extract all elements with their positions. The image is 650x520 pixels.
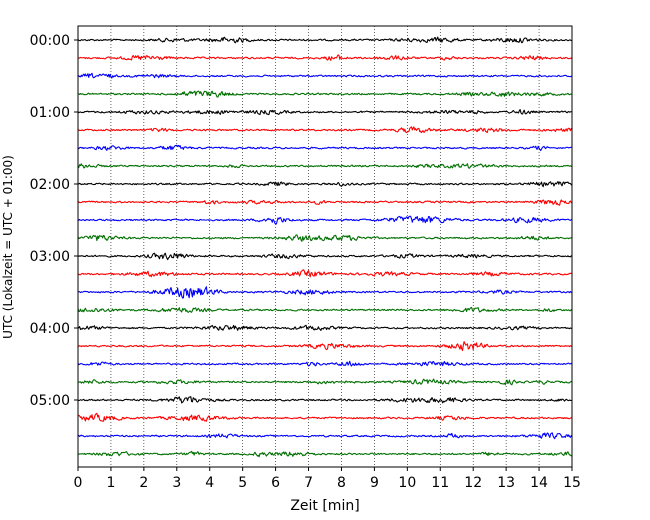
x-tick-label: 8 <box>337 475 346 491</box>
trace-line <box>77 432 573 440</box>
trace-line <box>77 109 573 116</box>
x-tick-label: 4 <box>205 475 214 491</box>
x-axis-ticks: 0 1 2 3 4 5 6 7 8 9 10 11 12 13 14 15 <box>74 467 581 491</box>
traces <box>77 36 573 458</box>
y-axis-ticks: 00:00 01:00 02:00 03:00 04:00 05:00 <box>30 33 78 409</box>
y-tick-label: 05:00 <box>30 393 70 409</box>
trace-line <box>77 269 573 278</box>
trace-line <box>77 215 573 225</box>
x-tick-label: 0 <box>74 475 83 491</box>
trace-line <box>77 54 573 61</box>
y-tick-label: 04:00 <box>30 321 70 337</box>
trace-line <box>77 252 573 261</box>
x-tick-label: 14 <box>530 475 548 491</box>
x-tick-label: 6 <box>271 475 280 491</box>
x-tick-label: 11 <box>431 475 449 491</box>
x-tick-label: 10 <box>398 475 416 491</box>
trace-line <box>77 199 573 206</box>
y-tick-label: 01:00 <box>30 105 70 121</box>
trace-line <box>77 126 573 134</box>
trace-line <box>77 36 573 44</box>
trace-line <box>77 412 573 422</box>
trace-line <box>77 72 573 79</box>
trace-line <box>77 378 573 386</box>
plot-frame <box>77 25 573 468</box>
x-tick-label: 1 <box>106 475 115 491</box>
trace-line <box>77 396 573 404</box>
x-tick-label: 13 <box>497 475 515 491</box>
trace-line <box>77 341 573 352</box>
x-tick-label: 15 <box>563 475 581 491</box>
trace-line <box>77 360 573 367</box>
trace-line <box>77 90 573 98</box>
x-tick-label: 7 <box>304 475 313 491</box>
x-axis-title: Zeit [min] <box>290 498 359 514</box>
y-tick-label: 03:00 <box>30 249 70 265</box>
x-tick-label: 3 <box>172 475 181 491</box>
trace-line <box>77 324 573 331</box>
trace-line <box>77 450 573 458</box>
y-tick-label: 00:00 <box>30 33 70 49</box>
x-tick-label: 12 <box>464 475 482 491</box>
trace-line <box>77 286 573 299</box>
grid-lines <box>110 26 540 467</box>
x-tick-label: 9 <box>370 475 379 491</box>
x-tick-label: 5 <box>238 475 247 491</box>
trace-line <box>77 163 573 169</box>
trace-line <box>77 144 573 152</box>
x-tick-label: 2 <box>139 475 148 491</box>
trace-line <box>77 234 573 242</box>
trace-line <box>77 306 573 313</box>
trace-line <box>77 180 573 188</box>
y-axis-title: UTC (Lokalzeit = UTC + 01:00) <box>1 155 15 339</box>
y-tick-label: 02:00 <box>30 177 70 193</box>
